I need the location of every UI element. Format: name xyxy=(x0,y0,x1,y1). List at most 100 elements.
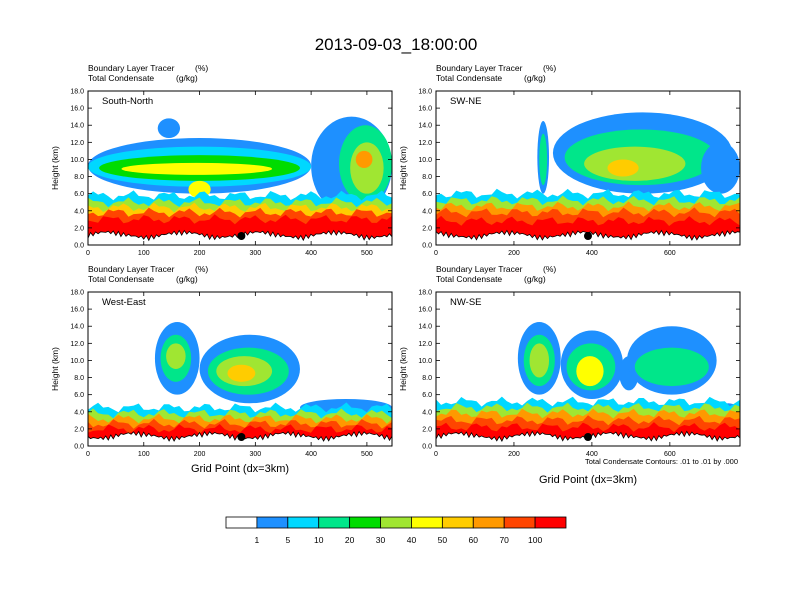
y-tick-label: 2.0 xyxy=(74,225,84,232)
y-tick-label: 12.0 xyxy=(418,341,432,348)
cloud-blob xyxy=(166,343,186,369)
field-label: Boundary Layer Tracer xyxy=(88,63,175,73)
y-tick-label: 4.0 xyxy=(422,409,432,416)
x-tick-label: 0 xyxy=(86,451,90,458)
colorbar-swatch xyxy=(411,516,443,529)
cloud-blob xyxy=(227,364,256,382)
y-tick-label: 10.0 xyxy=(70,157,84,164)
cloud-blob xyxy=(121,162,273,175)
overlay-units: (g/kg) xyxy=(176,274,198,284)
figure-title: 2013-09-03_18:00:00 xyxy=(315,35,478,54)
y-tick-label: 8.0 xyxy=(74,174,84,181)
panel-name: South-North xyxy=(102,96,153,107)
y-axis-label: Height (km) xyxy=(398,146,408,190)
x-tick-label: 400 xyxy=(305,451,317,458)
y-tick-label: 2.0 xyxy=(422,426,432,433)
cloud-blob xyxy=(634,347,709,387)
y-tick-label: 2.0 xyxy=(74,426,84,433)
x-tick-label: 300 xyxy=(249,451,261,458)
x-axis-label-left: Grid Point (dx=3km) xyxy=(191,463,289,475)
y-tick-label: 10.0 xyxy=(418,157,432,164)
y-tick-label: 16.0 xyxy=(418,307,432,314)
y-tick-label: 8.0 xyxy=(422,375,432,382)
plot-area xyxy=(88,91,392,245)
plot-area xyxy=(436,91,740,245)
panel-name: SW-NE xyxy=(450,96,482,107)
contour-note: Total Condensate Contours: .01 to .01 by… xyxy=(585,457,738,466)
cloud-blob xyxy=(539,133,548,186)
y-tick-label: 14.0 xyxy=(70,324,84,331)
colorbar-swatch xyxy=(472,516,505,529)
colorbar-label: 60 xyxy=(469,535,479,545)
colorbar-swatch xyxy=(318,516,351,529)
y-tick-label: 0.0 xyxy=(74,243,84,250)
x-tick-label: 100 xyxy=(138,451,150,458)
y-tick-label: 16.0 xyxy=(70,307,84,314)
field-label: Boundary Layer Tracer xyxy=(88,264,175,274)
y-tick-label: 0.0 xyxy=(74,444,84,451)
plot-area xyxy=(436,292,740,446)
y-tick-label: 18.0 xyxy=(70,89,84,96)
field-label: Boundary Layer Tracer xyxy=(436,63,523,73)
colorbar-swatch xyxy=(349,516,381,529)
panel-name: NW-SE xyxy=(450,297,482,308)
x-tick-label: 600 xyxy=(664,250,676,257)
y-tick-label: 8.0 xyxy=(74,375,84,382)
panel-west-east: 0.0 2.0 4.0 6.0 8.0 10.0 12.0 14.0 16.0 18.0 0 100 2… xyxy=(50,264,393,458)
colorbar: 1 5 10 20 30 40 50 60 70 100 xyxy=(225,516,567,545)
colorbar-swatch xyxy=(225,516,258,529)
overlay-label: Total Condensate xyxy=(436,274,502,284)
x-tick-label: 600 xyxy=(664,451,676,458)
overlay-units: (g/kg) xyxy=(524,274,546,284)
colorbar-label: 10 xyxy=(314,535,324,545)
y-tick-label: 8.0 xyxy=(422,174,432,181)
y-tick-label: 0.0 xyxy=(422,243,432,250)
y-tick-label: 18.0 xyxy=(70,290,84,297)
y-tick-label: 2.0 xyxy=(422,225,432,232)
colorbar-label: 50 xyxy=(438,535,448,545)
panel-south-north: 0.0 2.0 4.0 6.0 8.0 10.0 12.0 14.0 16.0 18.0 0 100 2… xyxy=(50,63,393,257)
colorbar-swatch xyxy=(441,516,474,529)
cloud-blob xyxy=(607,159,639,177)
field-units: (%) xyxy=(543,63,556,73)
colorbar-label: 20 xyxy=(345,535,355,545)
plot-frame xyxy=(435,291,741,447)
panels: 0.0 2.0 4.0 6.0 8.0 10.0 12.0 14.0 16.0 18.0 0 100 2… xyxy=(50,63,741,458)
y-tick-label: 0.0 xyxy=(422,444,432,451)
x-tick-label: 500 xyxy=(361,250,373,257)
x-tick-label: 200 xyxy=(508,451,520,458)
colorbar-label: 100 xyxy=(528,535,542,545)
field-units: (%) xyxy=(543,264,556,274)
y-tick-label: 12.0 xyxy=(70,140,84,147)
y-tick-label: 16.0 xyxy=(70,106,84,113)
overlay-label: Total Condensate xyxy=(436,73,502,83)
field-label: Boundary Layer Tracer xyxy=(436,264,523,274)
x-tick-label: 400 xyxy=(586,250,598,257)
panel-name: West-East xyxy=(102,297,146,308)
plot-frame xyxy=(87,90,393,246)
panel-sw-ne: 0.0 2.0 4.0 6.0 8.0 10.0 12.0 14.0 16.0 18.0 0 200 4… xyxy=(398,63,741,257)
x-tick-label: 500 xyxy=(361,451,373,458)
y-tick-label: 18.0 xyxy=(418,89,432,96)
y-tick-label: 14.0 xyxy=(418,324,432,331)
overlay-units: (g/kg) xyxy=(524,73,546,83)
y-tick-label: 6.0 xyxy=(74,191,84,198)
y-tick-label: 12.0 xyxy=(70,341,84,348)
y-tick-label: 6.0 xyxy=(422,392,432,399)
field-units: (%) xyxy=(195,63,208,73)
cloud-blob xyxy=(576,356,604,387)
x-tick-label: 0 xyxy=(434,451,438,458)
x-tick-label: 200 xyxy=(194,451,206,458)
x-tick-label: 0 xyxy=(86,250,90,257)
colorbar-swatch xyxy=(256,516,289,529)
colorbar-label: 1 xyxy=(255,535,260,545)
x-axis-label-right: Grid Point (dx=3km) xyxy=(539,474,637,486)
y-axis-label: Height (km) xyxy=(398,347,408,391)
y-tick-label: 4.0 xyxy=(74,409,84,416)
colorbar-swatch xyxy=(380,516,412,529)
x-tick-label: 300 xyxy=(249,250,261,257)
y-tick-label: 4.0 xyxy=(422,208,432,215)
plot-frame xyxy=(435,90,741,246)
y-tick-label: 4.0 xyxy=(74,208,84,215)
colorbar-label: 5 xyxy=(285,535,290,545)
